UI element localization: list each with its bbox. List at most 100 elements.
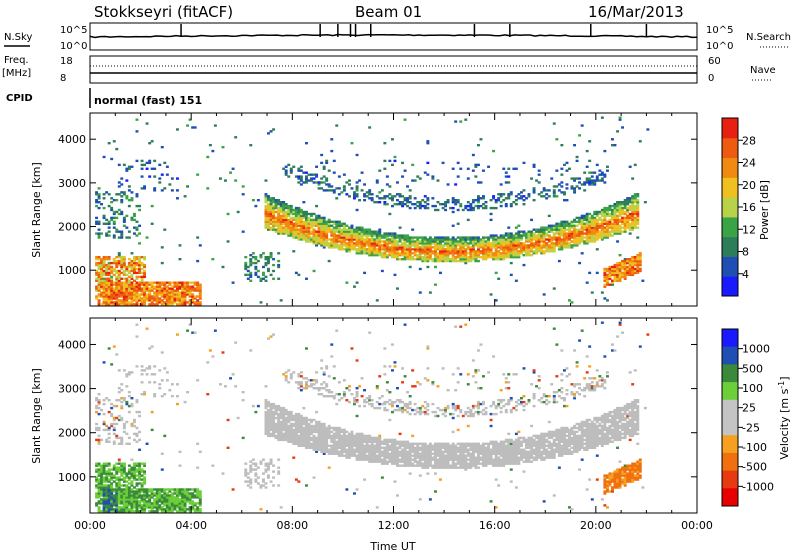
- velocity-cell: [97, 474, 101, 477]
- velocity-cell: [145, 367, 149, 370]
- power-cell: [297, 210, 301, 214]
- power-cell: [373, 252, 377, 255]
- velocity-cell: [120, 442, 124, 445]
- power-cell: [138, 285, 142, 288]
- power-cell: [193, 126, 197, 129]
- power-cell: [623, 210, 627, 214]
- power-cell: [530, 236, 534, 239]
- power-cell: [489, 246, 493, 249]
- power-cell: [606, 269, 609, 273]
- velocity-cell: [191, 506, 195, 509]
- power-cell: [585, 214, 589, 218]
- power-cell: [272, 201, 276, 204]
- power-cell: [606, 210, 609, 214]
- power-cell: [393, 238, 397, 241]
- power-cell: [102, 279, 106, 282]
- velocity-cell: [127, 442, 131, 445]
- power-cell: [102, 222, 106, 225]
- power-cell: [423, 254, 427, 257]
- power-cell: [299, 212, 303, 216]
- power-cell: [623, 277, 627, 280]
- power-cell: [578, 240, 582, 243]
- power-cell: [348, 179, 351, 182]
- power-cell: [135, 271, 139, 275]
- velocity-cell: [125, 488, 129, 491]
- power-cell: [633, 261, 637, 265]
- power-cell: [264, 204, 268, 208]
- power-cell: [310, 214, 313, 218]
- velocity-cell: [117, 470, 121, 473]
- power-cell: [244, 267, 248, 271]
- power-cell: [487, 246, 491, 249]
- power-cell: [552, 195, 556, 198]
- power-cell: [173, 295, 177, 298]
- power-cell: [434, 238, 437, 241]
- power-cell: [375, 238, 379, 241]
- power-cell: [618, 279, 622, 282]
- power-cell: [545, 234, 549, 237]
- power-cell: [337, 187, 341, 190]
- power-cell: [631, 222, 635, 225]
- power-cell: [560, 240, 564, 243]
- velocity-cell: [312, 379, 316, 382]
- velocity-cell: [176, 333, 179, 336]
- power-cell: [269, 206, 273, 210]
- velocity-cell: [181, 506, 185, 509]
- velocity-cell: [307, 424, 311, 428]
- power-cell: [385, 238, 389, 241]
- power-cell: [378, 228, 382, 231]
- power-cell: [297, 234, 301, 237]
- power-cell: [583, 242, 587, 245]
- power-cell: [294, 228, 298, 231]
- velocity-cell: [135, 399, 139, 402]
- velocity-cell: [317, 432, 321, 436]
- power-cell: [573, 177, 577, 180]
- power-cell: [360, 232, 364, 235]
- velocity-cell: [284, 426, 288, 430]
- power-cell: [618, 212, 622, 216]
- velocity-cell: [320, 359, 324, 362]
- power-cell: [454, 259, 458, 263]
- velocity-cell: [317, 434, 321, 438]
- velocity-cell: [160, 502, 164, 505]
- power-cell: [398, 258, 402, 261]
- velocity-cell: [198, 494, 202, 497]
- velocity-cell: [297, 438, 301, 442]
- velocity-cell: [115, 486, 119, 489]
- power-cell: [527, 230, 531, 233]
- power-cell: [122, 277, 126, 280]
- power-cell: [320, 224, 324, 227]
- power-cell: [292, 218, 296, 222]
- freq-panel: Freq. [MHz] 18 8 60 0 Nave: [2, 55, 776, 84]
- power-cell: [302, 224, 306, 227]
- velocity-cell: [168, 496, 172, 499]
- velocity-cell: [115, 470, 119, 473]
- power-cell: [133, 214, 136, 218]
- velocity-cell: [155, 500, 159, 503]
- velocity-cell: [274, 426, 278, 430]
- velocity-cell: [95, 462, 99, 465]
- velocity-cell: [327, 375, 331, 378]
- power-cell: [570, 177, 574, 180]
- power-cell: [471, 153, 475, 157]
- power-cell: [423, 252, 427, 255]
- power-cell: [110, 197, 114, 200]
- power-cell: [269, 252, 273, 255]
- power-cell: [623, 224, 627, 227]
- power-cell: [636, 214, 640, 218]
- velocity-cell: [294, 424, 298, 428]
- power-cell: [603, 208, 607, 212]
- power-cell: [267, 208, 270, 212]
- velocity-cell: [130, 492, 134, 495]
- power-cell: [494, 254, 498, 257]
- velocity-cell: [97, 480, 101, 483]
- power-cell: [294, 230, 298, 233]
- power-cell: [125, 279, 129, 282]
- velocity-cell: [97, 434, 101, 438]
- velocity-cell: [110, 468, 114, 471]
- power-cell: [631, 267, 635, 271]
- velocity-cell: [274, 428, 278, 432]
- velocity-cell: [105, 502, 109, 505]
- power-cell: [560, 167, 564, 170]
- power-cell: [133, 267, 136, 271]
